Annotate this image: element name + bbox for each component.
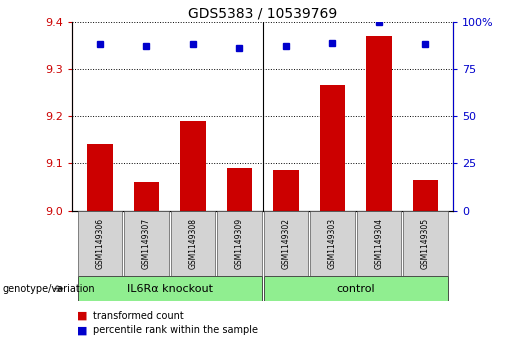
Text: ■: ■ <box>77 311 88 321</box>
Bar <box>356 211 401 276</box>
Bar <box>264 211 308 276</box>
Text: genotype/variation: genotype/variation <box>3 284 95 294</box>
Bar <box>264 276 448 301</box>
Text: GSM1149309: GSM1149309 <box>235 218 244 269</box>
Text: ■: ■ <box>77 325 88 335</box>
Text: GSM1149303: GSM1149303 <box>328 218 337 269</box>
Text: GSM1149304: GSM1149304 <box>374 218 383 269</box>
Text: percentile rank within the sample: percentile rank within the sample <box>93 325 258 335</box>
Text: GSM1149305: GSM1149305 <box>421 218 430 269</box>
Bar <box>320 85 345 211</box>
Text: GSM1149306: GSM1149306 <box>95 218 105 269</box>
Bar <box>413 180 438 211</box>
Bar <box>78 276 262 301</box>
Title: GDS5383 / 10539769: GDS5383 / 10539769 <box>188 7 337 21</box>
Text: IL6Rα knockout: IL6Rα knockout <box>127 284 213 294</box>
Bar <box>78 211 122 276</box>
Bar <box>180 121 205 211</box>
Text: transformed count: transformed count <box>93 311 183 321</box>
Bar <box>134 182 159 211</box>
Bar <box>87 144 113 211</box>
Bar <box>124 211 169 276</box>
Text: control: control <box>336 284 375 294</box>
Bar <box>170 211 215 276</box>
Bar <box>310 211 355 276</box>
Text: GSM1149302: GSM1149302 <box>281 218 290 269</box>
Text: GSM1149308: GSM1149308 <box>188 218 197 269</box>
Bar <box>273 170 299 211</box>
Bar <box>403 211 448 276</box>
Bar <box>227 168 252 211</box>
Bar <box>217 211 262 276</box>
Text: GSM1149307: GSM1149307 <box>142 218 151 269</box>
Bar <box>366 36 391 211</box>
